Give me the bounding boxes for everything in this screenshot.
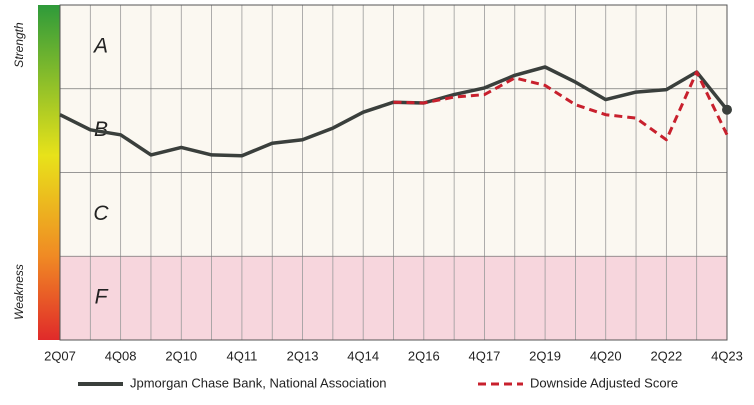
strength-bar — [38, 5, 60, 340]
band-label: A — [92, 34, 108, 57]
x-tick-label: 4Q23 — [711, 348, 743, 363]
band-label: F — [95, 286, 109, 309]
y-label-bottom: Weakness — [12, 264, 26, 320]
x-tick-label: 4Q11 — [226, 348, 257, 363]
x-tick-label: 2Q22 — [650, 348, 682, 363]
end-marker — [722, 104, 732, 115]
legend-label: Downside Adjusted Score — [530, 375, 678, 390]
band-label: B — [94, 118, 108, 141]
x-tick-label: 2Q10 — [165, 348, 197, 363]
x-tick-label: 2Q07 — [44, 348, 76, 363]
x-tick-label: 2Q13 — [287, 348, 319, 363]
x-tick-label: 2Q19 — [529, 348, 561, 363]
x-tick-label: 4Q14 — [347, 348, 379, 363]
x-tick-label: 4Q08 — [105, 348, 137, 363]
plot-frame — [59, 4, 728, 341]
legend-label: Jpmorgan Chase Bank, National Associatio… — [130, 375, 387, 390]
band-label: C — [93, 202, 109, 225]
x-tick-label: 4Q17 — [469, 348, 501, 363]
x-tick-label: 2Q16 — [408, 348, 440, 363]
series-line — [393, 70, 729, 142]
y-label-top: Strength — [12, 22, 26, 68]
x-tick-label: 4Q20 — [590, 348, 622, 363]
